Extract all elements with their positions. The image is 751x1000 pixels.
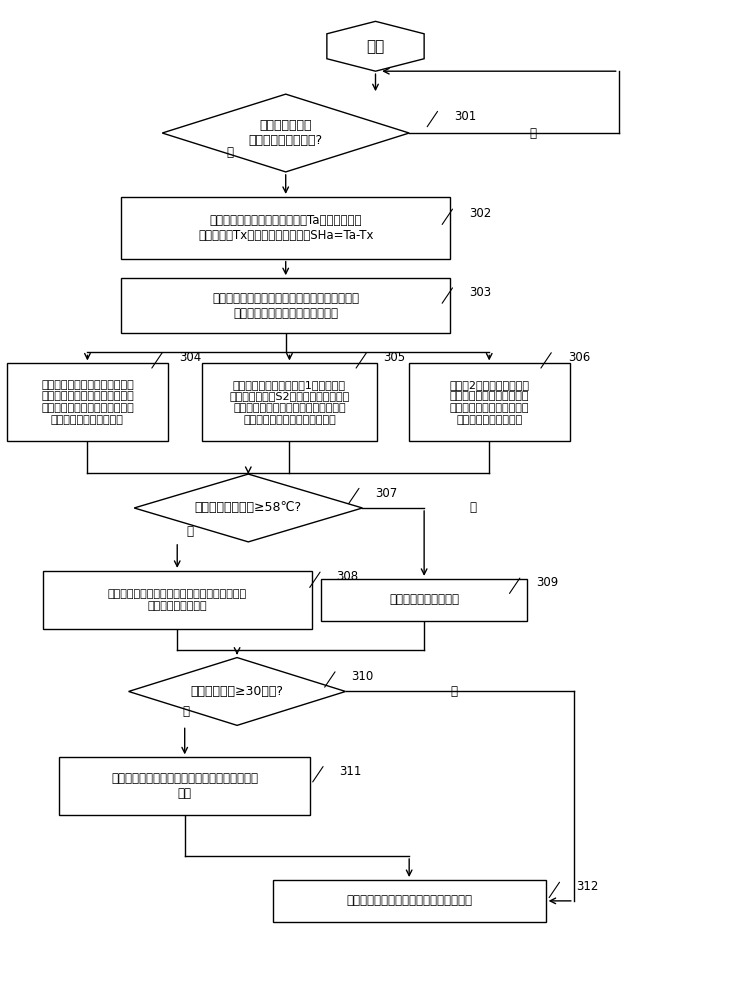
Text: 确定与高温除菌阶段制热运行对应的定第一室内
机的膨胀阀的当前第一阀调整开度: 确定与高温除菌阶段制热运行对应的定第一室内 机的膨胀阀的当前第一阀调整开度: [213, 292, 359, 320]
Text: 根据表2，确定与当前盘管
温度对应的当前频率调整策
略，并根据当前频率调整策
略，控制压缩机的运行: 根据表2，确定与当前盘管 温度对应的当前频率调整策 略，并根据当前频率调整策 略…: [449, 380, 529, 425]
Text: 否: 否: [451, 685, 457, 698]
Text: 将记录的持续时间加上采样间隔时间，得到更新
后的持续时间并保存: 将记录的持续时间加上采样间隔时间，得到更新 后的持续时间并保存: [107, 589, 247, 611]
Text: 空调第一室内机
自清洁运行是否完成?: 空调第一室内机 自清洁运行是否完成?: [249, 119, 323, 147]
Text: 确定空调第一室内机的高温除菌阶段的制热运行
完成: 确定空调第一室内机的高温除菌阶段的制热运行 完成: [111, 772, 258, 800]
Text: 308: 308: [336, 570, 359, 583]
FancyBboxPatch shape: [121, 278, 451, 333]
Text: 305: 305: [383, 351, 405, 364]
Text: 309: 309: [536, 576, 559, 589]
Text: 否: 否: [529, 127, 536, 140]
Text: 302: 302: [469, 207, 491, 220]
Text: 获取第一室内机的当前盘管温度Ta，以及室外机
的细管温度Tx，并得到当前过热度SHa=Ta-Tx: 获取第一室内机的当前盘管温度Ta，以及室外机 的细管温度Tx，并得到当前过热度S…: [198, 214, 373, 242]
FancyBboxPatch shape: [121, 197, 451, 259]
Text: 303: 303: [469, 286, 491, 299]
FancyBboxPatch shape: [273, 880, 546, 922]
FancyBboxPatch shape: [7, 363, 168, 441]
Text: 控制第一室内机的风机以1运行，控制
室外机的风机以S2运行，并通过室外机
控制第二室内机的风机停止运转，并控
制第二室内机停止采集环境温度: 控制第一室内机的风机以1运行，控制 室外机的风机以S2运行，并通过室外机 控制第…: [229, 380, 349, 425]
Text: 当前盘管温度是否≥58℃?: 当前盘管温度是否≥58℃?: [195, 501, 302, 514]
Text: 将记录的持续时间清零: 将记录的持续时间清零: [389, 593, 459, 606]
FancyBboxPatch shape: [59, 757, 310, 815]
Text: 开始: 开始: [366, 39, 385, 54]
FancyBboxPatch shape: [409, 363, 570, 441]
Text: 312: 312: [576, 880, 599, 893]
Text: 将当前过热度更迭为前次过热度进行保存: 将当前过热度更迭为前次过热度进行保存: [346, 894, 472, 907]
Text: 301: 301: [454, 110, 476, 123]
Text: 持续时间是否≥30分钟?: 持续时间是否≥30分钟?: [191, 685, 284, 698]
Text: 310: 310: [351, 670, 374, 683]
Polygon shape: [128, 658, 345, 725]
Polygon shape: [134, 474, 363, 542]
Text: 307: 307: [376, 487, 398, 500]
Text: 是: 是: [182, 705, 190, 718]
Text: 根据当前第一阀调整开度，控制
第一室内机的膨胀阀的运行，以
及，根据制热待机开度，控制第
二室内机的膨胀阀的运行: 根据当前第一阀调整开度，控制 第一室内机的膨胀阀的运行，以 及，根据制热待机开度…: [41, 380, 134, 425]
FancyBboxPatch shape: [201, 363, 377, 441]
Text: 304: 304: [179, 351, 201, 364]
Polygon shape: [327, 21, 424, 71]
Polygon shape: [162, 94, 409, 172]
FancyBboxPatch shape: [43, 571, 312, 629]
Text: 否: 否: [469, 501, 476, 514]
Text: 是: 是: [186, 525, 194, 538]
Text: 306: 306: [568, 351, 590, 364]
Text: 是: 是: [226, 146, 233, 159]
Text: 311: 311: [339, 765, 362, 778]
FancyBboxPatch shape: [321, 579, 527, 621]
